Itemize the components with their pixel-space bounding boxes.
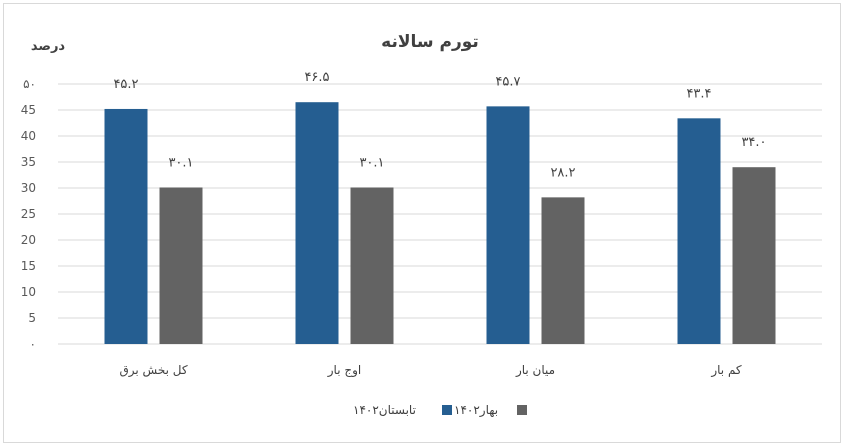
data-label: ۴۶.۵ — [304, 70, 329, 85]
x-axis-categories: کل بخش برق اوج بار میان بار کم بار — [119, 363, 741, 378]
data-label: ۳۰.۱ — [359, 155, 384, 170]
data-label: ۳۰.۱ — [168, 155, 193, 170]
y-tick-label: 15 — [21, 259, 36, 273]
data-label: ۴۵.۲ — [113, 77, 138, 92]
y-axis-label: درصد — [31, 39, 66, 54]
legend-swatch — [517, 405, 527, 415]
legend-swatch — [442, 405, 452, 415]
y-tick-label: ۵۰ — [23, 77, 36, 91]
category-label: میان بار — [515, 363, 555, 378]
data-labels: ۴۵.۲ ۳۰.۱ ۴۶.۵ ۳۰.۱ ۴۵.۷ ۲۸.۲ ۴۳.۴ ۳۴.۰ — [113, 70, 766, 180]
bar — [159, 187, 203, 344]
y-tick-label: 5 — [28, 311, 36, 325]
bar — [295, 102, 339, 344]
data-label: ۲۸.۲ — [550, 165, 575, 180]
y-tick-label: 25 — [21, 207, 36, 221]
data-label: ۴۵.۷ — [495, 74, 520, 89]
legend: تابستان۱۴۰۲ بهار۱۴۰۲ — [353, 403, 527, 418]
data-label: ۳۴.۰ — [741, 135, 766, 150]
y-tick-label: 20 — [21, 233, 36, 247]
y-tick-label: 30 — [21, 181, 36, 195]
bar — [677, 118, 721, 344]
category-label: کل بخش برق — [119, 363, 187, 378]
y-tick-label: 40 — [21, 129, 36, 143]
category-label: اوج بار — [327, 363, 361, 378]
bar — [104, 108, 148, 345]
y-tick-label: 10 — [21, 285, 36, 299]
legend-label: تابستان۱۴۰۲ — [353, 403, 416, 417]
bar — [732, 167, 776, 344]
bar — [541, 197, 585, 344]
bar — [486, 106, 530, 344]
y-axis-ticks: ۰ 5 10 15 20 25 30 35 40 45 ۵۰ — [21, 77, 36, 351]
y-tick-label: 35 — [21, 155, 36, 169]
bar — [350, 187, 394, 344]
bars — [104, 102, 776, 345]
chart-title: تورم سالانه — [381, 32, 479, 52]
y-tick-label: ۰ — [30, 337, 36, 351]
legend-label: بهار۱۴۰۲ — [454, 403, 498, 418]
y-tick-label: 45 — [21, 103, 36, 117]
category-label: کم بار — [710, 363, 742, 378]
data-label: ۴۳.۴ — [686, 86, 711, 101]
